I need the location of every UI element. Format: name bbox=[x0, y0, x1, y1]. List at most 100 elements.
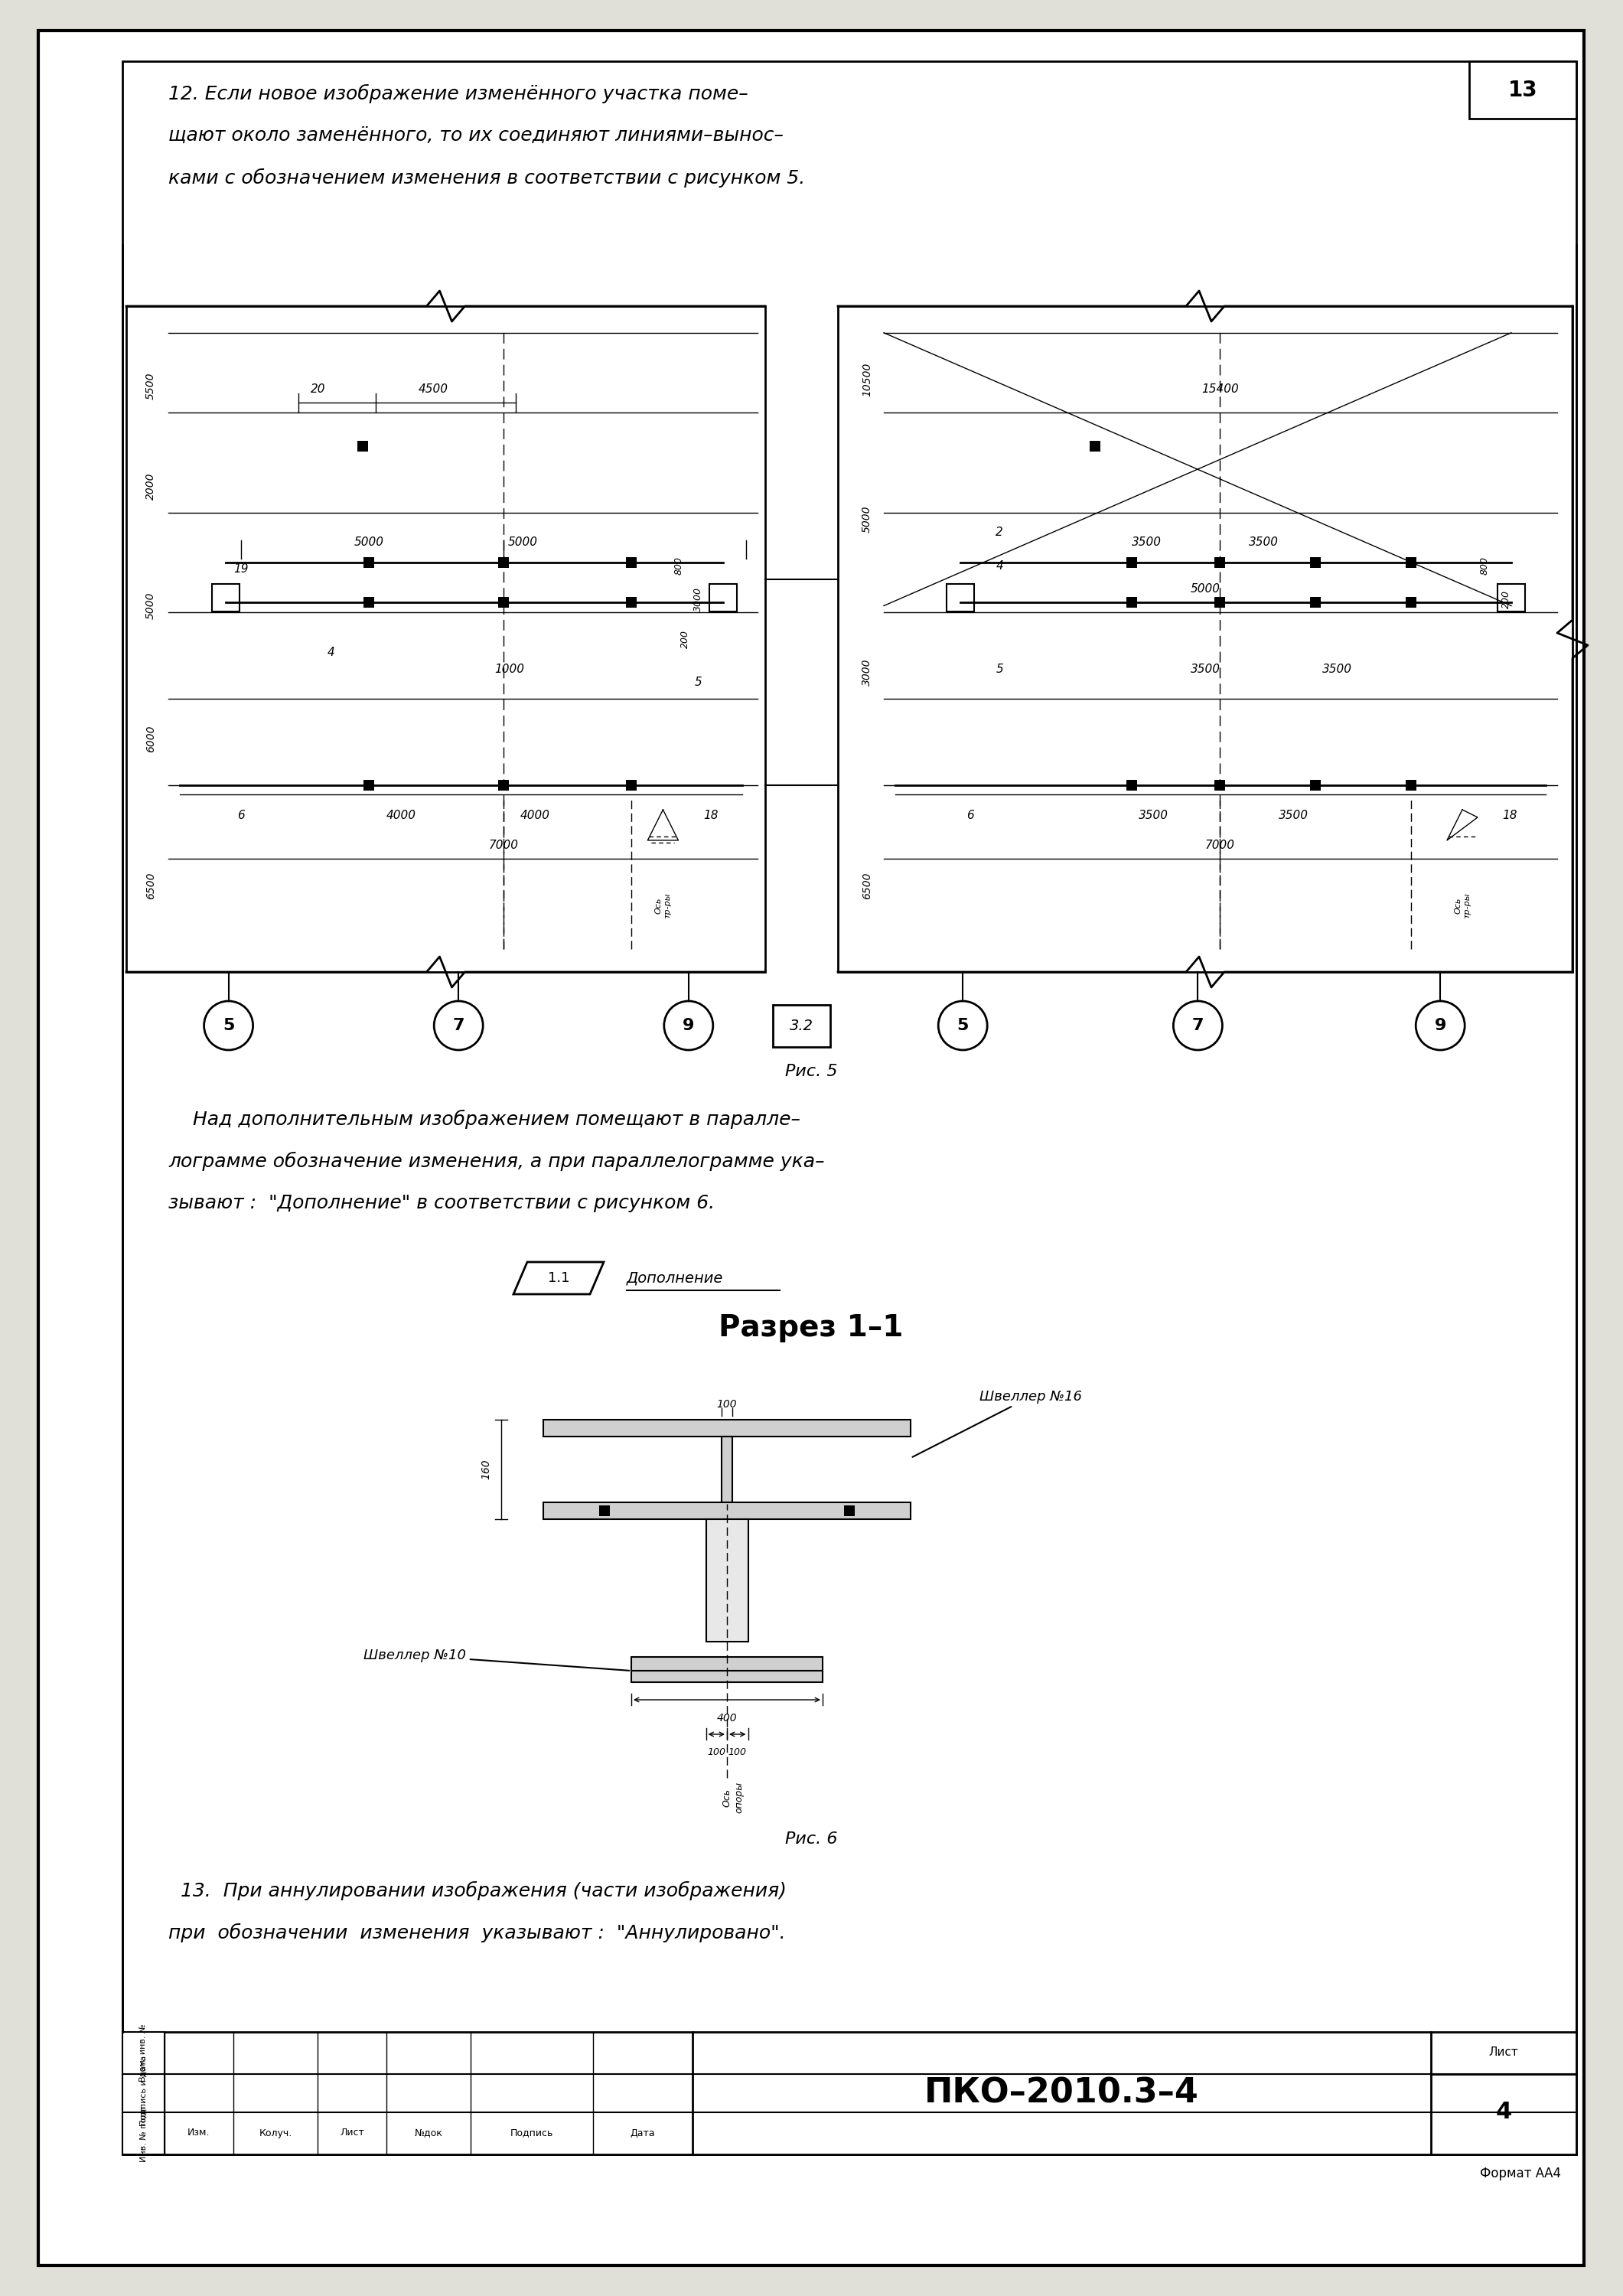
Text: 6500: 6500 bbox=[862, 872, 872, 900]
Text: 18: 18 bbox=[703, 810, 719, 822]
Text: Изм.: Изм. bbox=[188, 2128, 211, 2138]
Bar bbox=[122, 2032, 164, 2154]
Text: 5000: 5000 bbox=[508, 537, 537, 549]
Text: 1000: 1000 bbox=[495, 664, 524, 675]
Bar bbox=[1126, 781, 1138, 790]
Text: 6500: 6500 bbox=[146, 872, 156, 900]
Bar bbox=[498, 781, 508, 790]
Text: 4500: 4500 bbox=[419, 383, 448, 395]
Bar bbox=[1406, 781, 1417, 790]
Text: 100: 100 bbox=[717, 1398, 737, 1410]
Text: 6: 6 bbox=[237, 810, 245, 822]
Text: Лист: Лист bbox=[339, 2128, 364, 2138]
Bar bbox=[122, 2032, 1576, 2154]
Text: лограмме обозначение изменения, а при параллелограмме ука–: лограмме обозначение изменения, а при па… bbox=[169, 1153, 824, 1171]
Text: Швеллер №16: Швеллер №16 bbox=[912, 1389, 1083, 1458]
Text: 5: 5 bbox=[222, 1017, 234, 1033]
Bar bbox=[773, 1006, 831, 1047]
Text: 3.2: 3.2 bbox=[790, 1019, 813, 1033]
Text: щают около заменённого, то их соединяют линиями–вынос–: щают около заменённого, то их соединяют … bbox=[169, 126, 784, 145]
Bar bbox=[709, 583, 737, 611]
Text: ками с обозначением изменения в соответствии с рисунком 5.: ками с обозначением изменения в соответс… bbox=[169, 168, 805, 188]
Bar bbox=[1089, 441, 1100, 452]
Text: 5: 5 bbox=[958, 1017, 969, 1033]
Bar bbox=[626, 558, 636, 567]
Text: 3500: 3500 bbox=[1131, 537, 1162, 549]
Bar bbox=[1126, 597, 1138, 608]
Text: 12. Если новое изображение изменённого участка поме–: 12. Если новое изображение изменённого у… bbox=[169, 85, 748, 103]
Bar bbox=[626, 781, 636, 790]
Text: 3500: 3500 bbox=[1190, 664, 1220, 675]
Text: Ось
опоры: Ось опоры bbox=[722, 1782, 743, 1814]
Text: 9: 9 bbox=[683, 1017, 695, 1033]
Text: 13: 13 bbox=[1508, 80, 1537, 101]
Bar bbox=[1126, 558, 1138, 567]
Bar bbox=[364, 597, 375, 608]
Text: 400: 400 bbox=[717, 1713, 737, 1724]
Text: 5000: 5000 bbox=[1190, 583, 1220, 595]
Bar bbox=[498, 597, 508, 608]
Text: 7000: 7000 bbox=[1204, 840, 1235, 852]
Text: Швеллер №10: Швеллер №10 bbox=[364, 1649, 630, 1671]
Text: 5000: 5000 bbox=[354, 537, 385, 549]
Bar bbox=[599, 1506, 610, 1515]
Bar bbox=[498, 558, 508, 567]
Bar bbox=[631, 1658, 823, 1671]
Text: Подпись и дата: Подпись и дата bbox=[140, 2055, 148, 2126]
Bar bbox=[364, 781, 375, 790]
Bar bbox=[544, 1419, 911, 1437]
Text: №док: №док bbox=[414, 2128, 443, 2138]
Text: Инв. № подл.: Инв. № подл. bbox=[140, 2103, 148, 2163]
Text: 3500: 3500 bbox=[1323, 664, 1352, 675]
Text: 13.  При аннулировании изображения (части изображения): 13. При аннулировании изображения (части… bbox=[169, 1880, 787, 1901]
Text: 3500: 3500 bbox=[1139, 810, 1169, 822]
Text: 18: 18 bbox=[1503, 810, 1518, 822]
Text: Разрез 1–1: Разрез 1–1 bbox=[719, 1313, 904, 1343]
Bar bbox=[1214, 597, 1225, 608]
Text: при  обозначении  изменения  указывают :  "Аннулировано".: при обозначении изменения указывают : "А… bbox=[169, 1924, 786, 1942]
Text: 6000: 6000 bbox=[146, 726, 156, 753]
Text: 10500: 10500 bbox=[862, 363, 872, 397]
Bar bbox=[837, 305, 1573, 971]
Bar bbox=[544, 1502, 911, 1520]
Bar bbox=[1310, 597, 1321, 608]
Text: Рис. 5: Рис. 5 bbox=[786, 1063, 837, 1079]
Text: 1.1: 1.1 bbox=[547, 1272, 570, 1286]
Text: 19: 19 bbox=[234, 563, 248, 574]
Text: 100: 100 bbox=[729, 1747, 747, 1756]
Text: 4: 4 bbox=[1495, 2101, 1511, 2124]
Bar bbox=[127, 305, 764, 971]
Bar bbox=[706, 1520, 748, 1642]
Text: Лист: Лист bbox=[1488, 2048, 1519, 2057]
Text: Колуч.: Колуч. bbox=[260, 2128, 292, 2138]
Text: 160: 160 bbox=[480, 1460, 492, 1479]
Text: 5500: 5500 bbox=[146, 372, 156, 400]
Text: зывают :  "Дополнение" в соответствии с рисунком 6.: зывают : "Дополнение" в соответствии с р… bbox=[169, 1194, 714, 1212]
Text: 5: 5 bbox=[695, 677, 701, 689]
Text: ПКО–2010.3–4: ПКО–2010.3–4 bbox=[925, 2076, 1199, 2110]
Bar bbox=[1310, 558, 1321, 567]
Text: Над дополнительным изображением помещают в паралле–: Над дополнительным изображением помещают… bbox=[169, 1109, 800, 1130]
Text: Ось
тр-ры: Ось тр-ры bbox=[1454, 893, 1470, 918]
Text: Подпись: Подпись bbox=[510, 2128, 553, 2138]
Text: 9: 9 bbox=[1435, 1017, 1446, 1033]
Bar bbox=[1310, 781, 1321, 790]
Bar bbox=[631, 1671, 823, 1683]
Bar bbox=[722, 1437, 732, 1502]
Bar bbox=[364, 558, 375, 567]
Text: 800: 800 bbox=[1480, 556, 1490, 574]
Text: 3500: 3500 bbox=[1250, 537, 1279, 549]
Text: 800: 800 bbox=[674, 556, 683, 574]
Bar bbox=[1214, 781, 1225, 790]
Bar bbox=[1469, 62, 1576, 119]
Text: 4: 4 bbox=[997, 560, 1003, 572]
Bar bbox=[1498, 583, 1526, 611]
Text: 7000: 7000 bbox=[489, 840, 518, 852]
Text: 4: 4 bbox=[326, 647, 334, 659]
Text: 3000: 3000 bbox=[693, 588, 703, 611]
Text: 5000: 5000 bbox=[146, 592, 156, 620]
Bar bbox=[946, 583, 974, 611]
Text: 200: 200 bbox=[680, 629, 690, 647]
Text: Дополнение: Дополнение bbox=[626, 1272, 724, 1286]
Text: Рис. 6: Рис. 6 bbox=[786, 1832, 837, 1846]
